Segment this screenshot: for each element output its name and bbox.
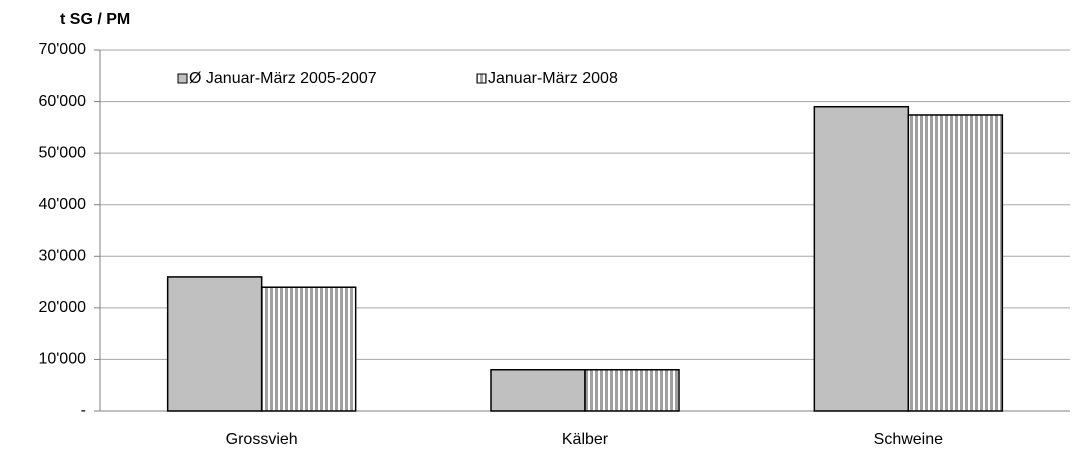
legend-background <box>112 60 702 98</box>
y-tick-label: 30'000 <box>38 248 86 265</box>
y-axis-label: t SG / PM <box>60 11 130 28</box>
x-tick-label: Grossvieh <box>226 431 298 448</box>
marks <box>166 105 1004 412</box>
bar <box>490 368 586 412</box>
bar <box>907 114 1004 412</box>
legend-swatch <box>476 73 487 84</box>
bar <box>813 105 910 412</box>
legend-swatch <box>177 73 188 84</box>
x-tick-label: Kälber <box>562 431 609 448</box>
x-tick-label: Schweine <box>874 431 943 448</box>
bar <box>584 368 680 412</box>
bar <box>166 276 263 412</box>
y-tick-label: - <box>81 402 86 419</box>
y-tick-label: 10'000 <box>38 351 86 368</box>
y-tick-label: 40'000 <box>38 196 86 213</box>
y-tick-label: 70'000 <box>38 41 86 58</box>
y-tick-label: 50'000 <box>38 144 86 161</box>
legend-label: Ø Januar-März 2005-2007 <box>189 70 377 87</box>
y-tick-label: 20'000 <box>38 299 86 316</box>
y-tick-label: 60'000 <box>38 93 86 110</box>
bar <box>260 286 357 412</box>
legend-label: Januar-März 2008 <box>488 70 618 87</box>
